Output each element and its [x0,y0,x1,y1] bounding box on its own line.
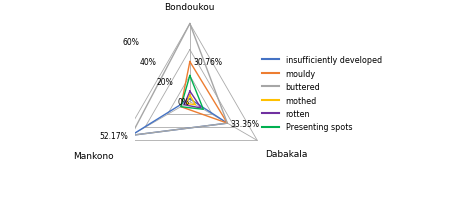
Text: 33.35%: 33.35% [230,119,259,128]
Text: Mankono: Mankono [73,151,114,160]
Text: 60%: 60% [123,38,140,47]
Legend: insufficiently developed, mouldy, buttered, mothed, rotten, Presenting spots: insufficiently developed, mouldy, butter… [262,56,382,132]
Text: 40%: 40% [139,58,156,67]
Text: Bondoukou: Bondoukou [164,3,215,12]
Text: 52.17%: 52.17% [100,131,128,140]
Text: Dabakala: Dabakala [265,149,308,158]
Text: 0%: 0% [178,98,190,106]
Text: 30.76%: 30.76% [193,58,222,67]
Text: 20%: 20% [156,78,173,87]
